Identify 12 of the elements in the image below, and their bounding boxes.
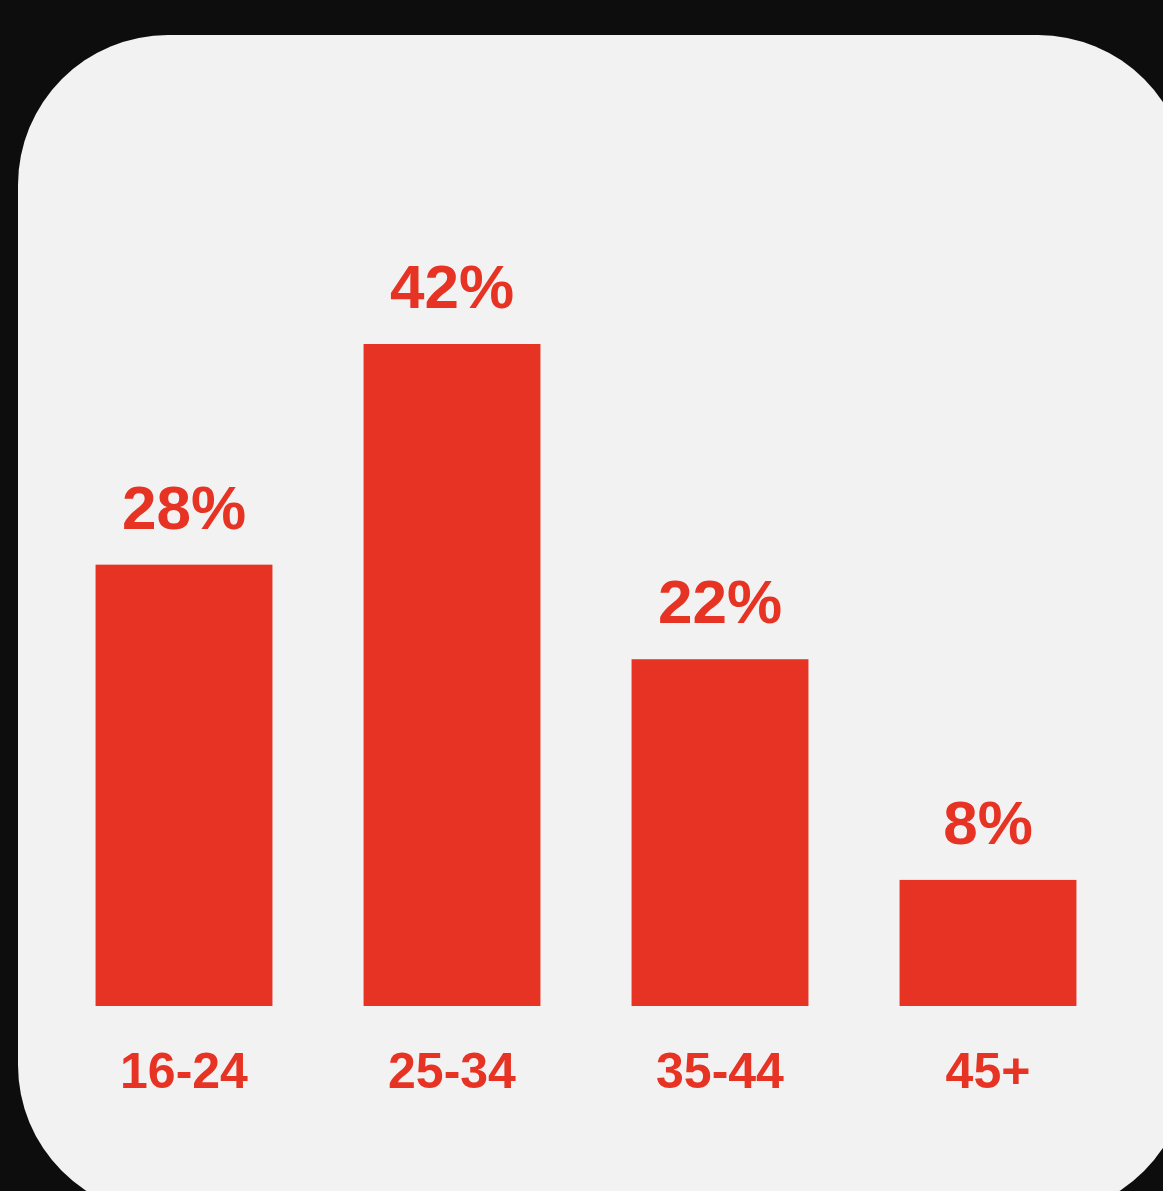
bar	[899, 879, 1077, 1006]
data-label: 28%	[121, 472, 247, 542]
data-label: 42%	[389, 252, 515, 321]
data-label: 8%	[943, 787, 1033, 857]
x-tick-label: 35-44	[656, 1043, 785, 1099]
x-tick-label: 25-34	[388, 1043, 517, 1099]
data-label: 22%	[657, 567, 783, 637]
bar	[631, 659, 809, 1006]
x-tick-label: 16-24	[120, 1043, 249, 1099]
bar	[363, 344, 541, 1006]
x-tick-label: 45+	[945, 1043, 1031, 1099]
bar	[95, 564, 273, 1006]
